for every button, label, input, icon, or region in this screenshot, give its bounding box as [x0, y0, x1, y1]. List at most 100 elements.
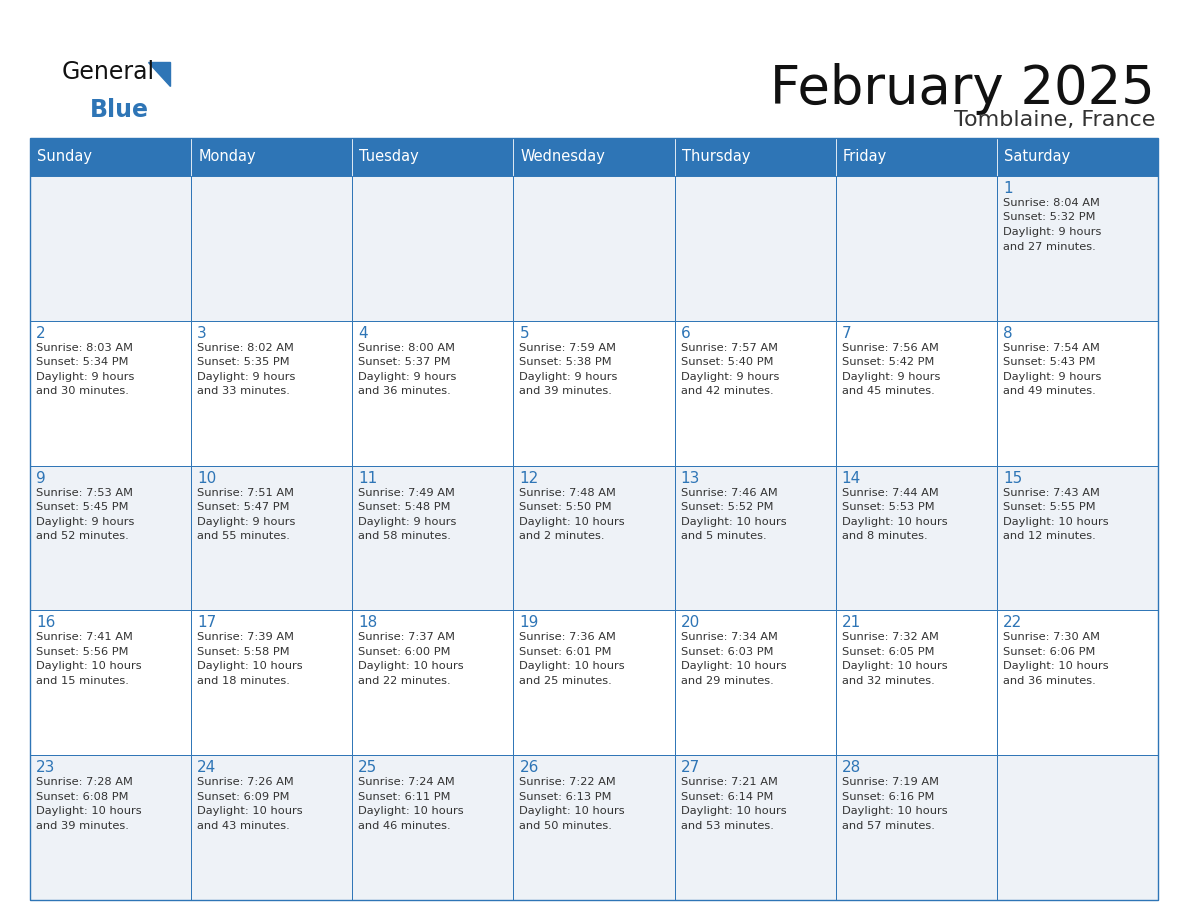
Text: 6: 6: [681, 326, 690, 341]
Polygon shape: [148, 62, 170, 86]
Text: Sunset: 5:37 PM: Sunset: 5:37 PM: [359, 357, 451, 367]
Text: Sunset: 5:35 PM: Sunset: 5:35 PM: [197, 357, 290, 367]
Text: Sunrise: 7:39 AM: Sunrise: 7:39 AM: [197, 633, 295, 643]
Text: Sunset: 5:34 PM: Sunset: 5:34 PM: [36, 357, 128, 367]
Text: Daylight: 10 hours: Daylight: 10 hours: [359, 806, 463, 816]
Text: 20: 20: [681, 615, 700, 631]
Text: Daylight: 9 hours: Daylight: 9 hours: [36, 372, 134, 382]
Text: and 45 minutes.: and 45 minutes.: [842, 386, 935, 397]
Bar: [30, 465, 191, 610]
Text: and 49 minutes.: and 49 minutes.: [1003, 386, 1095, 397]
Text: 28: 28: [842, 760, 861, 775]
Bar: [353, 610, 513, 756]
Text: Sunrise: 7:46 AM: Sunrise: 7:46 AM: [681, 487, 777, 498]
Text: and 52 minutes.: and 52 minutes.: [36, 532, 128, 541]
Text: 4: 4: [359, 326, 368, 341]
Text: Sunset: 5:42 PM: Sunset: 5:42 PM: [842, 357, 934, 367]
Bar: [835, 138, 997, 176]
Text: and 8 minutes.: and 8 minutes.: [842, 532, 928, 541]
Bar: [675, 138, 835, 176]
Text: and 22 minutes.: and 22 minutes.: [359, 676, 451, 686]
Text: Sunrise: 7:59 AM: Sunrise: 7:59 AM: [519, 342, 617, 353]
Text: 9: 9: [36, 471, 46, 486]
Bar: [835, 756, 997, 900]
Bar: [30, 320, 191, 465]
Bar: [191, 176, 353, 320]
Text: and 33 minutes.: and 33 minutes.: [197, 386, 290, 397]
Text: Sunrise: 7:30 AM: Sunrise: 7:30 AM: [1003, 633, 1100, 643]
Text: Sunset: 6:14 PM: Sunset: 6:14 PM: [681, 791, 773, 801]
Text: Sunrise: 7:22 AM: Sunrise: 7:22 AM: [519, 778, 617, 788]
Text: Monday: Monday: [198, 150, 255, 164]
Text: Sunset: 6:03 PM: Sunset: 6:03 PM: [681, 647, 773, 657]
Text: Sunset: 5:56 PM: Sunset: 5:56 PM: [36, 647, 128, 657]
Text: Sunrise: 7:56 AM: Sunrise: 7:56 AM: [842, 342, 939, 353]
Bar: [513, 465, 675, 610]
Text: Sunrise: 7:57 AM: Sunrise: 7:57 AM: [681, 342, 778, 353]
Text: 2: 2: [36, 326, 45, 341]
Text: Sunset: 5:45 PM: Sunset: 5:45 PM: [36, 502, 128, 512]
Text: Daylight: 10 hours: Daylight: 10 hours: [681, 517, 786, 527]
Text: February 2025: February 2025: [770, 63, 1155, 115]
Text: and 30 minutes.: and 30 minutes.: [36, 386, 128, 397]
Text: 8: 8: [1003, 326, 1012, 341]
Text: 12: 12: [519, 471, 538, 486]
Text: 5: 5: [519, 326, 529, 341]
Text: Daylight: 10 hours: Daylight: 10 hours: [842, 517, 947, 527]
Text: Sunset: 6:08 PM: Sunset: 6:08 PM: [36, 791, 128, 801]
Text: Daylight: 10 hours: Daylight: 10 hours: [681, 661, 786, 671]
Text: and 53 minutes.: and 53 minutes.: [681, 821, 773, 831]
Text: and 50 minutes.: and 50 minutes.: [519, 821, 612, 831]
Bar: [513, 176, 675, 320]
Bar: [997, 138, 1158, 176]
Text: Wednesday: Wednesday: [520, 150, 606, 164]
Text: Daylight: 10 hours: Daylight: 10 hours: [519, 806, 625, 816]
Bar: [30, 756, 191, 900]
Text: Sunrise: 8:03 AM: Sunrise: 8:03 AM: [36, 342, 133, 353]
Text: Sunrise: 7:53 AM: Sunrise: 7:53 AM: [36, 487, 133, 498]
Bar: [997, 176, 1158, 320]
Text: and 2 minutes.: and 2 minutes.: [519, 532, 605, 541]
Text: Daylight: 9 hours: Daylight: 9 hours: [1003, 227, 1101, 237]
Text: Sunset: 5:40 PM: Sunset: 5:40 PM: [681, 357, 773, 367]
Text: and 57 minutes.: and 57 minutes.: [842, 821, 935, 831]
Text: Sunset: 6:00 PM: Sunset: 6:00 PM: [359, 647, 450, 657]
Text: and 18 minutes.: and 18 minutes.: [197, 676, 290, 686]
Text: Sunrise: 7:34 AM: Sunrise: 7:34 AM: [681, 633, 777, 643]
Bar: [675, 610, 835, 756]
Text: Sunrise: 7:28 AM: Sunrise: 7:28 AM: [36, 778, 133, 788]
Text: Sunset: 5:47 PM: Sunset: 5:47 PM: [197, 502, 290, 512]
Text: and 42 minutes.: and 42 minutes.: [681, 386, 773, 397]
Text: Sunset: 6:06 PM: Sunset: 6:06 PM: [1003, 647, 1095, 657]
Text: Sunrise: 7:24 AM: Sunrise: 7:24 AM: [359, 778, 455, 788]
Text: Sunrise: 7:51 AM: Sunrise: 7:51 AM: [197, 487, 295, 498]
Text: and 43 minutes.: and 43 minutes.: [197, 821, 290, 831]
Text: Sunrise: 7:21 AM: Sunrise: 7:21 AM: [681, 778, 777, 788]
Text: Sunset: 6:05 PM: Sunset: 6:05 PM: [842, 647, 934, 657]
Text: Sunrise: 8:00 AM: Sunrise: 8:00 AM: [359, 342, 455, 353]
Text: Daylight: 10 hours: Daylight: 10 hours: [681, 806, 786, 816]
Text: Tuesday: Tuesday: [359, 150, 419, 164]
Text: Sunset: 6:11 PM: Sunset: 6:11 PM: [359, 791, 450, 801]
Text: Sunrise: 8:04 AM: Sunrise: 8:04 AM: [1003, 198, 1100, 208]
Bar: [513, 756, 675, 900]
Text: Thursday: Thursday: [682, 150, 750, 164]
Text: Sunrise: 7:36 AM: Sunrise: 7:36 AM: [519, 633, 617, 643]
Text: Daylight: 9 hours: Daylight: 9 hours: [197, 517, 296, 527]
Text: 7: 7: [842, 326, 852, 341]
Text: and 29 minutes.: and 29 minutes.: [681, 676, 773, 686]
Text: Sunset: 5:58 PM: Sunset: 5:58 PM: [197, 647, 290, 657]
Text: 10: 10: [197, 471, 216, 486]
Text: Daylight: 9 hours: Daylight: 9 hours: [519, 372, 618, 382]
Bar: [353, 465, 513, 610]
Text: Friday: Friday: [842, 150, 887, 164]
Bar: [30, 176, 191, 320]
Text: 19: 19: [519, 615, 539, 631]
Text: 14: 14: [842, 471, 861, 486]
Text: 11: 11: [359, 471, 378, 486]
Bar: [997, 320, 1158, 465]
Text: Sunset: 6:01 PM: Sunset: 6:01 PM: [519, 647, 612, 657]
Bar: [675, 176, 835, 320]
Text: Daylight: 9 hours: Daylight: 9 hours: [359, 517, 456, 527]
Text: 3: 3: [197, 326, 207, 341]
